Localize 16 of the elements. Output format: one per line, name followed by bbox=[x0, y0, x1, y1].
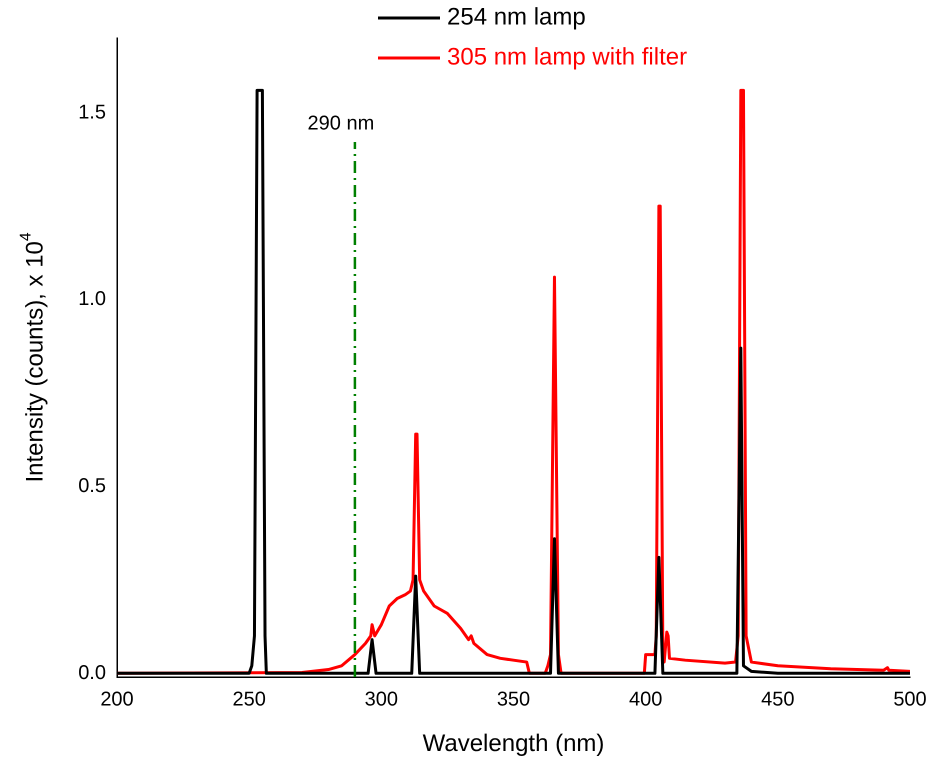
x-axis-title: Wavelength (nm) bbox=[422, 730, 604, 758]
y-tick-label: 1.5 bbox=[78, 101, 106, 124]
x-tick-label: 500 bbox=[893, 688, 927, 711]
legend-label: 254 nm lamp bbox=[447, 4, 586, 31]
y-tick-label: 0.0 bbox=[78, 662, 106, 684]
x-tick-label: 350 bbox=[496, 688, 530, 711]
x-tick-label: 450 bbox=[761, 688, 795, 711]
x-tick-label: 200 bbox=[100, 688, 134, 711]
y-tick-label: 0.5 bbox=[78, 474, 106, 497]
ref-line-label: 290 nm bbox=[308, 112, 374, 135]
legend-label: 305 nm lamp with filter bbox=[447, 44, 688, 71]
y-axis-title: Intensity (counts), x 104 bbox=[18, 232, 49, 483]
x-tick-label: 400 bbox=[628, 688, 662, 711]
x-tick-label: 300 bbox=[364, 688, 398, 711]
y-tick-label: 1.0 bbox=[78, 288, 106, 310]
x-tick-label: 250 bbox=[232, 688, 266, 711]
